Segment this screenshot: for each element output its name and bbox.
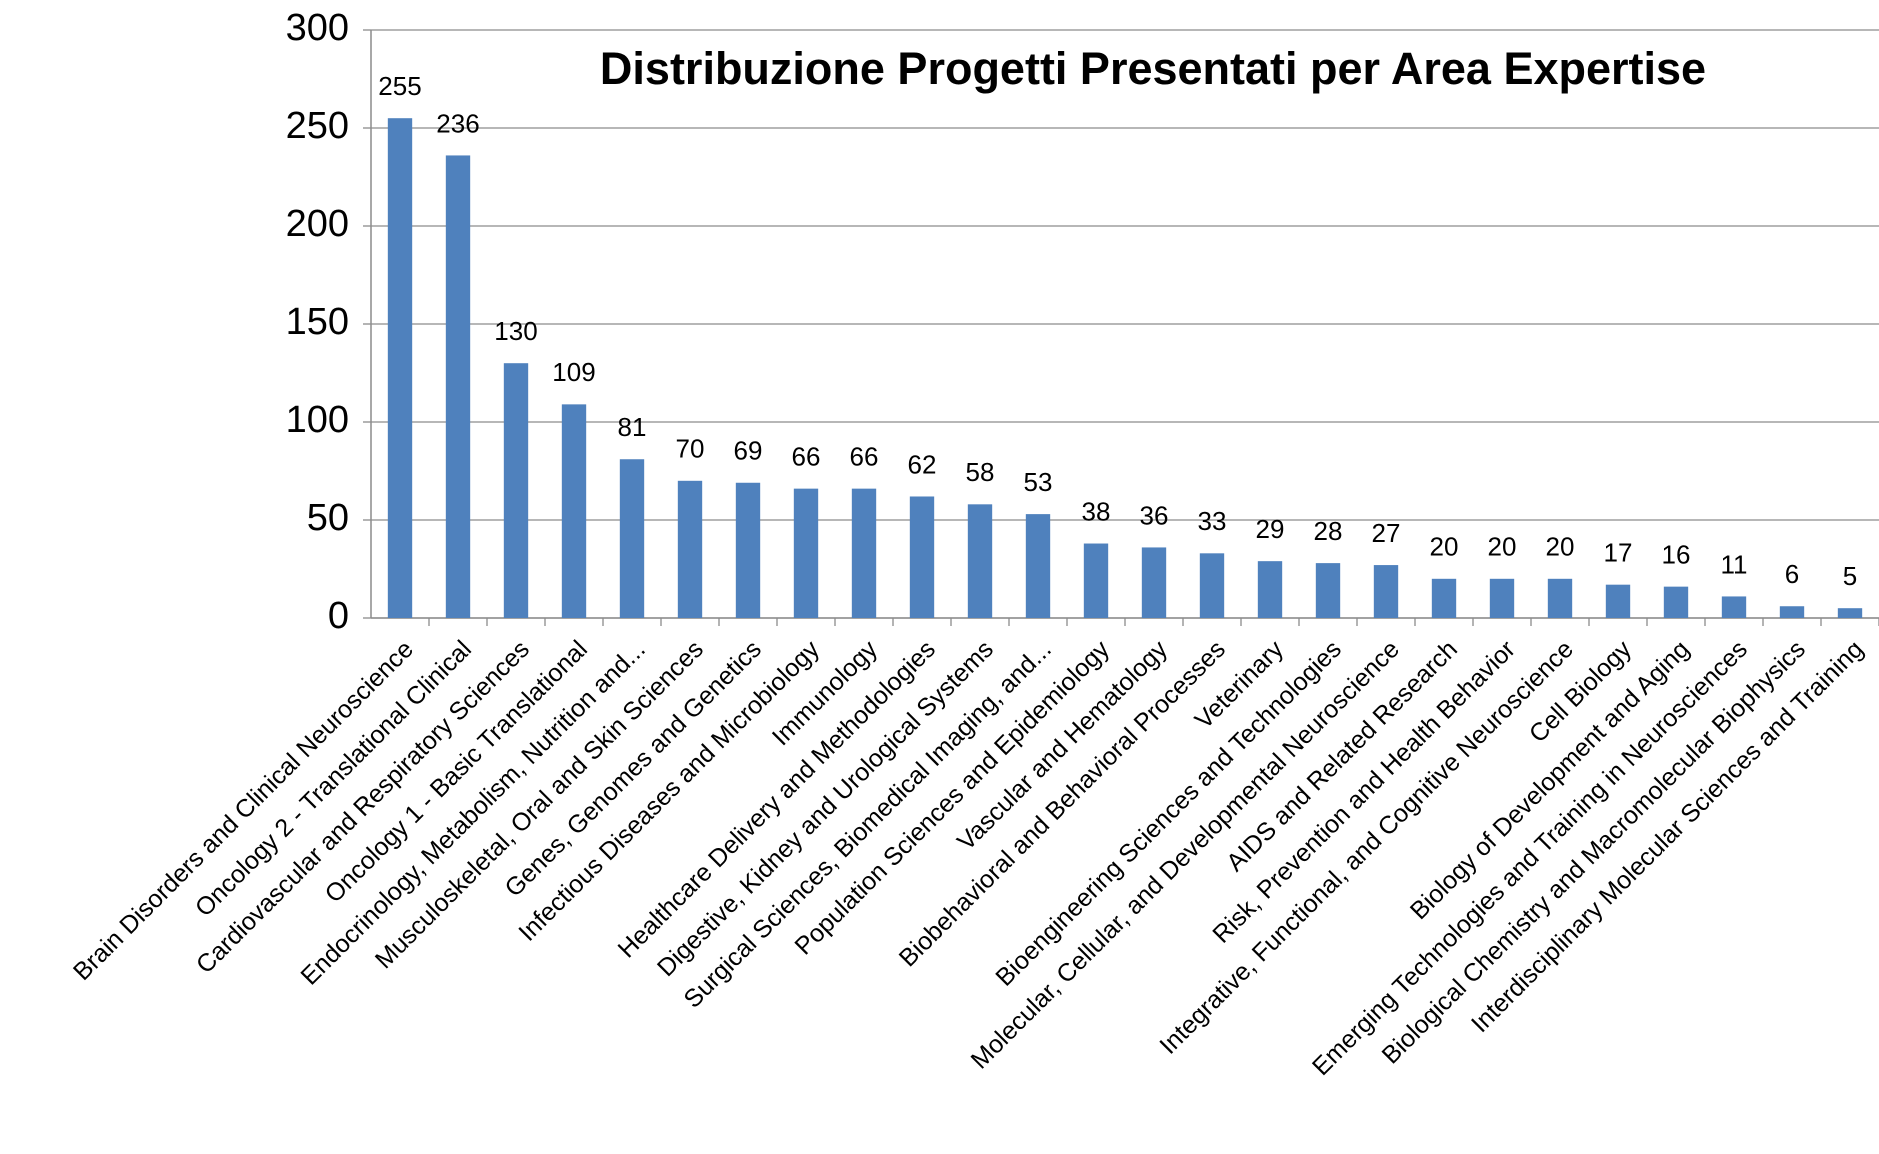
bar — [1373, 565, 1399, 618]
data-label: 62 — [908, 449, 937, 479]
data-label: 11 — [1721, 549, 1748, 579]
bar — [1605, 584, 1631, 618]
bar — [967, 504, 993, 618]
bar — [445, 155, 471, 618]
bar — [561, 404, 587, 618]
bar — [909, 496, 935, 618]
data-label: 255 — [378, 71, 421, 101]
y-tick-label: 250 — [286, 105, 349, 147]
bar — [1257, 561, 1283, 618]
bar — [1547, 578, 1573, 618]
data-label: 236 — [436, 108, 479, 138]
bar — [677, 480, 703, 618]
bar — [793, 488, 819, 618]
data-label: 33 — [1198, 506, 1227, 536]
bar — [1199, 553, 1225, 618]
bar — [1315, 563, 1341, 618]
bar — [735, 482, 761, 618]
data-label: 70 — [676, 434, 705, 464]
data-label: 6 — [1785, 559, 1799, 589]
data-label: 17 — [1604, 538, 1633, 568]
data-label: 66 — [792, 442, 821, 472]
bar — [1141, 547, 1167, 618]
data-label: 20 — [1430, 532, 1459, 562]
y-tick-label: 50 — [307, 497, 349, 539]
data-label: 36 — [1140, 500, 1169, 530]
data-label: 58 — [966, 457, 995, 487]
data-label: 53 — [1024, 467, 1053, 497]
bar — [619, 459, 645, 618]
data-label: 81 — [618, 412, 647, 442]
y-tick-label: 0 — [328, 595, 349, 637]
y-tick-label: 300 — [286, 7, 349, 49]
data-label: 109 — [552, 357, 595, 387]
y-tick-label: 150 — [286, 301, 349, 343]
bar — [1025, 514, 1051, 618]
bar — [851, 488, 877, 618]
bar — [1083, 543, 1109, 618]
data-label: 130 — [494, 316, 537, 346]
bar — [1489, 578, 1515, 618]
data-label: 29 — [1256, 514, 1285, 544]
bar — [387, 118, 413, 618]
data-label: 28 — [1314, 516, 1343, 546]
data-label: 20 — [1546, 532, 1575, 562]
chart-title: Distribuzione Progetti Presentati per Ar… — [600, 43, 1706, 94]
data-label: 38 — [1082, 496, 1111, 526]
bar — [1779, 606, 1805, 618]
bar — [1837, 608, 1863, 618]
data-label: 27 — [1372, 518, 1401, 548]
data-label: 16 — [1662, 540, 1691, 570]
data-label: 20 — [1488, 532, 1517, 562]
bar — [1721, 596, 1747, 618]
data-label: 66 — [850, 442, 879, 472]
y-tick-label: 100 — [286, 399, 349, 441]
bar — [1663, 586, 1689, 618]
bar — [1431, 578, 1457, 618]
data-label: 69 — [734, 436, 763, 466]
bar — [503, 363, 529, 618]
data-label: 5 — [1843, 561, 1857, 591]
y-tick-label: 200 — [286, 203, 349, 245]
